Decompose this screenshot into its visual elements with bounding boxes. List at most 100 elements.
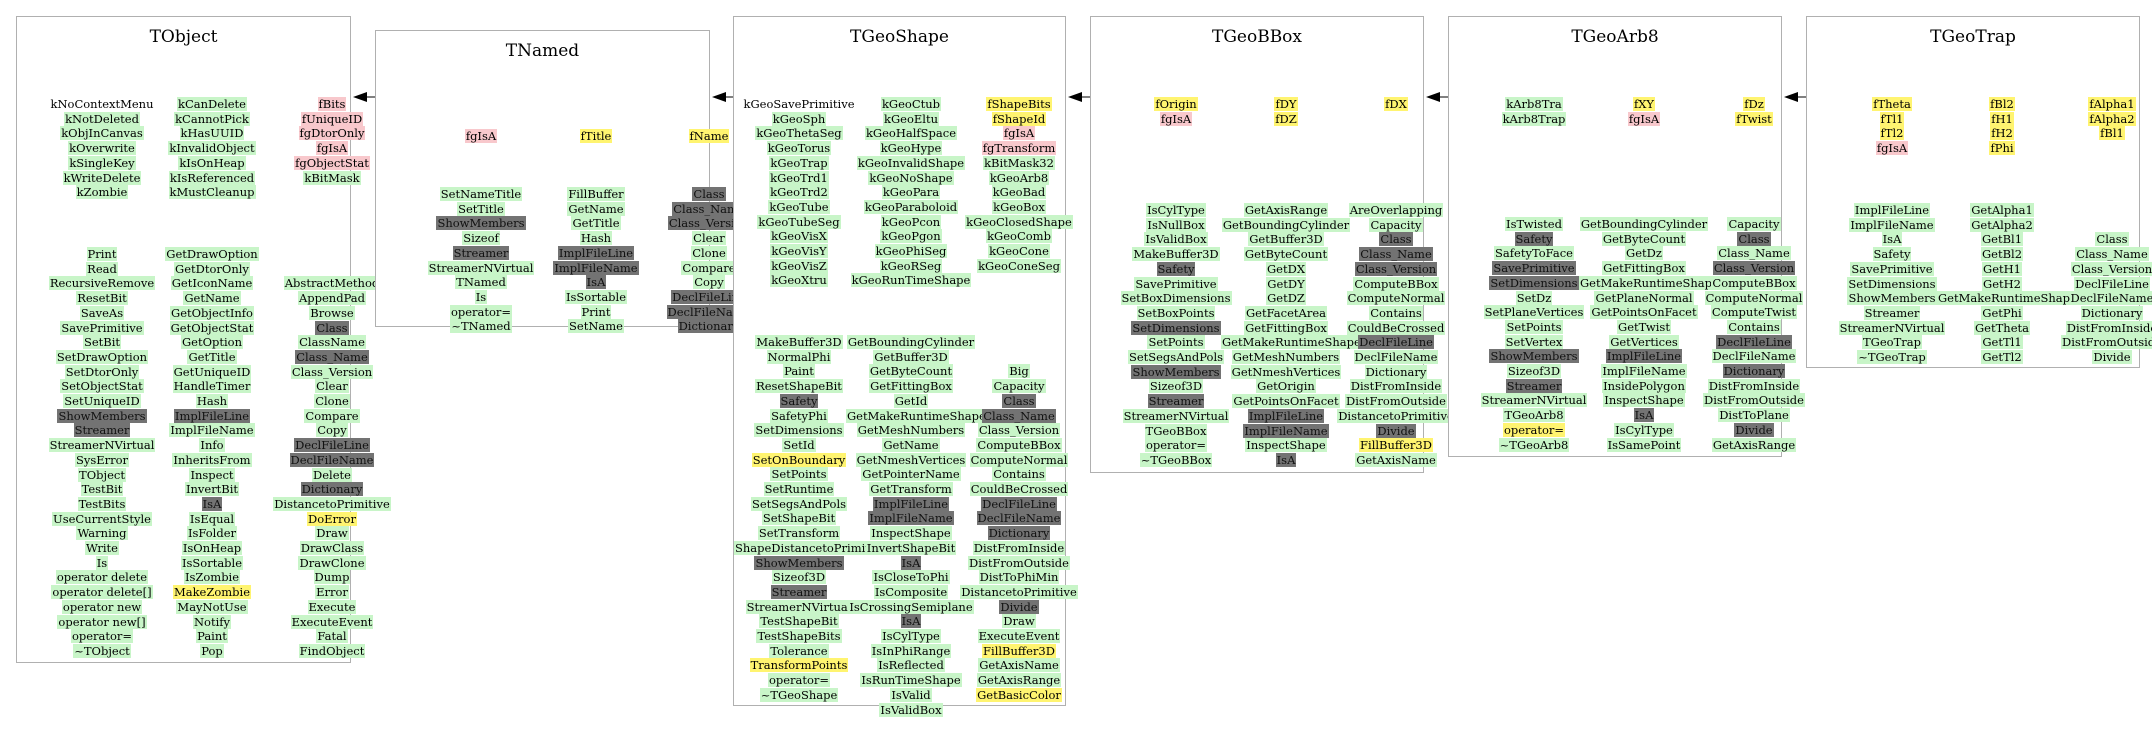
class-member[interactable]: ~TGeoTrap — [1857, 350, 1927, 364]
class-member[interactable]: SavePrimitive — [60, 320, 144, 335]
class-member[interactable]: Class_Name — [2075, 247, 2149, 262]
class-member[interactable]: kGeoVisX — [770, 229, 828, 244]
class-member[interactable]: kNotDeleted — [64, 111, 140, 126]
class-member[interactable]: operator new — [61, 599, 143, 614]
class-member[interactable]: GetDY — [1266, 276, 1306, 291]
class-member[interactable]: fgTransform — [981, 141, 1057, 156]
class-member[interactable]: DeclFileName — [976, 511, 1062, 526]
class-member[interactable]: ResetShapeBit — [755, 379, 843, 394]
class-member[interactable]: DistFromOutside — [968, 555, 1070, 570]
class-member[interactable]: operator delete[] — [51, 585, 153, 600]
class-member[interactable]: SetDimensions — [1131, 320, 1221, 335]
class-member[interactable]: SetUniqueID — [63, 394, 141, 408]
class-member[interactable]: SetSegsAndPols — [1127, 350, 1225, 364]
class-member[interactable]: GetTwist — [1617, 319, 1671, 334]
class-member[interactable]: DeclFileName — [289, 452, 375, 467]
class-member[interactable]: IsOnHeap — [181, 541, 243, 555]
class-member[interactable]: GetIconName — [170, 276, 254, 291]
class-member[interactable]: ComputeNormal — [1346, 291, 1446, 306]
class-member[interactable]: Notify — [192, 614, 232, 629]
class-member[interactable]: GetTitle — [187, 349, 237, 364]
class-member[interactable]: ComputeNormal — [969, 452, 1069, 467]
class-member[interactable]: IsReflected — [877, 658, 945, 673]
class-member[interactable]: MakeBuffer3D — [755, 335, 843, 349]
class-member[interactable]: Class_Version — [1354, 261, 1438, 276]
class-member[interactable]: kGeoTrap — [769, 155, 829, 170]
class-member[interactable]: SetDimensions — [1847, 276, 1937, 291]
class-member[interactable]: Streamer — [1863, 305, 1921, 320]
class-member[interactable]: Error — [315, 585, 349, 600]
class-member[interactable]: IsCylType — [1146, 203, 1206, 217]
class-member[interactable]: GetByteCount — [1243, 247, 1329, 262]
class-member[interactable]: CouldBeCrossed — [969, 482, 1069, 496]
class-member[interactable]: GetMeshNumbers — [856, 423, 966, 438]
class-member[interactable]: GetAxisRange — [1243, 203, 1329, 217]
class-member[interactable]: Streamer — [1147, 394, 1205, 409]
class-member[interactable]: TGeoBBox — [1144, 423, 1208, 438]
class-member[interactable]: StreamerNVirtual — [1122, 408, 1230, 423]
class-member[interactable]: InvertShapeBit — [865, 540, 957, 555]
class-member[interactable]: GetPointerName — [861, 467, 961, 482]
class-member[interactable]: operator= — [449, 304, 513, 319]
class-member[interactable]: TransformPoints — [749, 658, 849, 673]
class-member[interactable]: FillBuffer3D — [1359, 438, 1433, 453]
class-member[interactable]: kArb8Tra — [1505, 97, 1563, 111]
class-member[interactable]: DistFromOutside — [1703, 393, 1805, 408]
class-member[interactable]: GetFittingBox — [1244, 320, 1328, 335]
class-member[interactable]: fBl2 — [1989, 97, 2015, 111]
class-member[interactable]: IsFolder — [186, 526, 238, 541]
class-member[interactable]: Hash — [579, 231, 613, 246]
class-member[interactable]: ShowMembers — [754, 555, 844, 570]
class-member[interactable]: SavePrimitive — [1850, 261, 1934, 276]
class-member[interactable]: GetAxisRange — [976, 673, 1062, 688]
class-member[interactable]: TNamed — [455, 275, 507, 290]
class-member[interactable]: kGeoHype — [879, 141, 943, 156]
class-member[interactable]: InspectShape — [870, 526, 952, 541]
class-member[interactable]: GetDZ — [1266, 291, 1306, 306]
class-member[interactable]: FillBuffer — [567, 187, 625, 201]
class-member[interactable]: GetBuffer3D — [873, 349, 949, 364]
class-member[interactable]: DistancetoPrimitive — [1337, 408, 1455, 423]
class-member[interactable]: fBl1 — [2099, 126, 2125, 141]
class-member[interactable]: GetBoundingCylinder — [846, 335, 976, 349]
class-member[interactable]: Clone — [314, 394, 350, 408]
class-member[interactable]: kCanDelete — [177, 97, 247, 111]
class-member[interactable]: SafetyToFace — [1494, 246, 1574, 261]
class-member[interactable]: kCannotPick — [174, 111, 250, 126]
class-member[interactable]: InspectShape — [1245, 438, 1327, 453]
class-member[interactable]: HandleTimer — [172, 379, 252, 394]
class-member[interactable]: GetDz — [1625, 246, 1663, 261]
class-member[interactable]: SetDimensions — [754, 423, 844, 438]
class-member[interactable]: RecursiveRemove — [48, 276, 156, 291]
class-member[interactable]: Class_Version — [1712, 261, 1796, 276]
class-member[interactable]: IsTwisted — [1505, 217, 1563, 231]
class-member[interactable]: DistToPlane — [1718, 408, 1790, 423]
class-member[interactable]: fDY — [1274, 97, 1298, 111]
class-member[interactable]: IsNullBox — [1146, 217, 1206, 232]
class-member[interactable]: GetFacetArea — [1244, 305, 1327, 320]
class-member[interactable]: ImplFileLine — [173, 408, 251, 423]
class-member[interactable]: Divide — [999, 599, 1039, 614]
class-member[interactable]: TObject — [78, 467, 126, 482]
class-member[interactable]: Dictionary — [1722, 364, 1786, 378]
class-member[interactable]: kGeoVisZ — [770, 258, 828, 273]
class-member[interactable]: SavePrimitive — [1492, 261, 1576, 276]
class-member[interactable]: Inspect — [189, 467, 235, 482]
class-member[interactable]: kGeoPgon — [880, 229, 942, 244]
class-member[interactable]: GetAxisName — [978, 658, 1060, 673]
class-member[interactable]: ShowMembers — [57, 408, 147, 423]
class-member[interactable]: GetObjectStat — [169, 320, 255, 335]
class-member[interactable]: Paint — [196, 629, 228, 644]
class-member[interactable]: kGeoBad — [991, 185, 1047, 200]
class-member[interactable]: StreamerNVirtual — [1480, 393, 1588, 408]
class-member[interactable]: Print — [86, 247, 118, 261]
class-member[interactable]: Copy — [316, 423, 348, 438]
class-member[interactable]: GetDX — [1265, 261, 1307, 276]
class-member[interactable]: ImplFileName — [1243, 423, 1329, 438]
class-member[interactable]: fTwist — [1735, 111, 1773, 126]
class-member[interactable]: kGeoCtub — [880, 97, 942, 111]
class-member[interactable]: GetNmeshVertices — [1230, 364, 1342, 379]
class-member[interactable]: Sizeof3D — [1506, 364, 1562, 378]
class-member[interactable]: Class_Name — [982, 408, 1056, 423]
class-member[interactable]: IsA — [900, 555, 922, 570]
